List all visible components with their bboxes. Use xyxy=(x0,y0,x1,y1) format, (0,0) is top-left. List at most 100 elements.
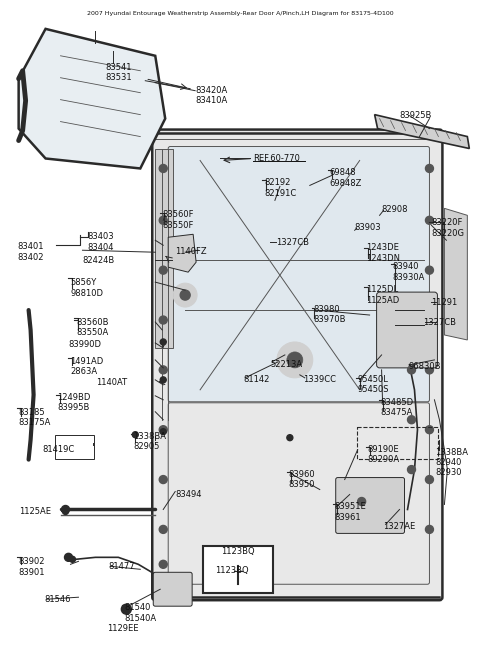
Circle shape xyxy=(64,553,72,561)
Text: 83960
83950: 83960 83950 xyxy=(289,470,315,489)
Text: REF.60-770: REF.60-770 xyxy=(253,153,300,162)
Text: 83940
83930A: 83940 83930A xyxy=(393,262,425,282)
Text: 83980
83970B: 83980 83970B xyxy=(314,305,346,324)
Circle shape xyxy=(408,366,416,374)
Text: 1123BQ: 1123BQ xyxy=(221,548,255,556)
Polygon shape xyxy=(444,208,468,340)
Text: 1243DE
1243DN: 1243DE 1243DN xyxy=(366,243,400,263)
Circle shape xyxy=(425,525,433,533)
Circle shape xyxy=(425,426,433,434)
Circle shape xyxy=(425,164,433,172)
Text: 83485D
83475A: 83485D 83475A xyxy=(381,398,414,417)
Text: 83420A
83410A: 83420A 83410A xyxy=(195,86,228,105)
Text: 1125AE: 1125AE xyxy=(19,508,51,517)
Text: 83403
83404: 83403 83404 xyxy=(87,233,114,252)
Text: 2007 Hyundai Entourage Weatherstrip Assembly-Rear Door A/Pinch,LH Diagram for 83: 2007 Hyundai Entourage Weatherstrip Asse… xyxy=(87,11,393,16)
FancyBboxPatch shape xyxy=(336,477,405,533)
Circle shape xyxy=(160,429,166,435)
Circle shape xyxy=(62,508,69,514)
Text: 1327CB: 1327CB xyxy=(276,238,309,247)
Circle shape xyxy=(61,506,70,514)
Text: 83494: 83494 xyxy=(175,489,202,498)
Circle shape xyxy=(173,283,197,307)
FancyBboxPatch shape xyxy=(153,572,192,606)
Text: 1327CB: 1327CB xyxy=(423,318,456,327)
Circle shape xyxy=(159,525,167,533)
Circle shape xyxy=(425,476,433,483)
Circle shape xyxy=(287,435,293,441)
Text: 82192
82191C: 82192 82191C xyxy=(264,178,296,198)
Text: 83220F
83220G: 83220F 83220G xyxy=(432,218,465,238)
Text: 95450L
95450S: 95450L 95450S xyxy=(358,375,389,394)
Circle shape xyxy=(70,556,75,563)
Circle shape xyxy=(393,333,407,347)
Text: 69848
69848Z: 69848 69848Z xyxy=(330,168,362,188)
Text: 81142: 81142 xyxy=(243,375,269,384)
Text: 83925B: 83925B xyxy=(399,111,432,120)
Text: 96830B: 96830B xyxy=(408,362,441,371)
Polygon shape xyxy=(168,234,196,272)
Text: 5856Y
98810D: 5856Y 98810D xyxy=(71,278,104,297)
Circle shape xyxy=(425,316,433,324)
Circle shape xyxy=(159,476,167,483)
Text: 1123BQ: 1123BQ xyxy=(215,567,249,575)
Text: 89190E
89290A: 89190E 89290A xyxy=(368,445,400,464)
Text: 83903: 83903 xyxy=(355,223,381,233)
Bar xyxy=(155,149,173,348)
Circle shape xyxy=(277,342,313,378)
Text: 81419C: 81419C xyxy=(43,445,75,454)
Circle shape xyxy=(159,316,167,324)
Circle shape xyxy=(425,266,433,274)
Text: 83541
83531: 83541 83531 xyxy=(106,63,132,82)
Circle shape xyxy=(159,426,167,434)
Circle shape xyxy=(159,216,167,224)
Text: 1129EE: 1129EE xyxy=(108,624,139,633)
Text: 83951E
83961: 83951E 83961 xyxy=(335,502,366,522)
Circle shape xyxy=(159,366,167,374)
FancyBboxPatch shape xyxy=(203,546,273,593)
Text: 81546: 81546 xyxy=(45,595,71,604)
Circle shape xyxy=(132,432,138,438)
FancyBboxPatch shape xyxy=(168,403,430,584)
FancyBboxPatch shape xyxy=(152,130,443,600)
Circle shape xyxy=(159,266,167,274)
Polygon shape xyxy=(19,29,165,168)
Circle shape xyxy=(425,366,433,374)
FancyBboxPatch shape xyxy=(168,147,430,402)
Text: 81477: 81477 xyxy=(108,563,135,571)
Text: 83560F
83550F: 83560F 83550F xyxy=(162,210,194,230)
Text: 83185
83175A: 83185 83175A xyxy=(19,408,51,427)
Circle shape xyxy=(408,416,416,424)
Text: 1140FZ: 1140FZ xyxy=(175,247,207,256)
Text: 82424B: 82424B xyxy=(83,256,115,265)
Text: 1125DL
1125AD: 1125DL 1125AD xyxy=(366,285,399,305)
Circle shape xyxy=(358,498,366,506)
FancyBboxPatch shape xyxy=(55,435,95,458)
Text: 83990D: 83990D xyxy=(69,340,101,349)
FancyBboxPatch shape xyxy=(377,292,437,368)
Text: 83401
83402: 83401 83402 xyxy=(18,242,44,261)
Text: 1338BA
82940
82930: 1338BA 82940 82930 xyxy=(435,447,468,477)
Text: 82908: 82908 xyxy=(382,206,408,214)
Circle shape xyxy=(408,466,416,474)
Circle shape xyxy=(121,604,132,614)
Text: 1338BA
82905: 1338BA 82905 xyxy=(133,432,166,451)
Circle shape xyxy=(425,216,433,224)
Circle shape xyxy=(160,377,166,383)
Polygon shape xyxy=(374,115,469,149)
Text: 1249BD
83995B: 1249BD 83995B xyxy=(58,393,91,412)
Circle shape xyxy=(159,164,167,172)
Circle shape xyxy=(287,352,303,368)
Text: 1491AD
2863A: 1491AD 2863A xyxy=(71,357,104,377)
Circle shape xyxy=(160,339,166,345)
Text: 81540
81540A: 81540 81540A xyxy=(124,603,156,623)
Text: 11291: 11291 xyxy=(432,298,458,307)
Circle shape xyxy=(353,493,371,510)
Circle shape xyxy=(159,560,167,569)
Text: 1140AT: 1140AT xyxy=(96,378,128,387)
Text: 83560B
83550A: 83560B 83550A xyxy=(76,318,109,337)
Text: 83902
83901: 83902 83901 xyxy=(19,557,45,577)
Text: 52213A: 52213A xyxy=(270,360,302,369)
Text: 1339CC: 1339CC xyxy=(303,375,336,384)
Circle shape xyxy=(180,290,190,300)
